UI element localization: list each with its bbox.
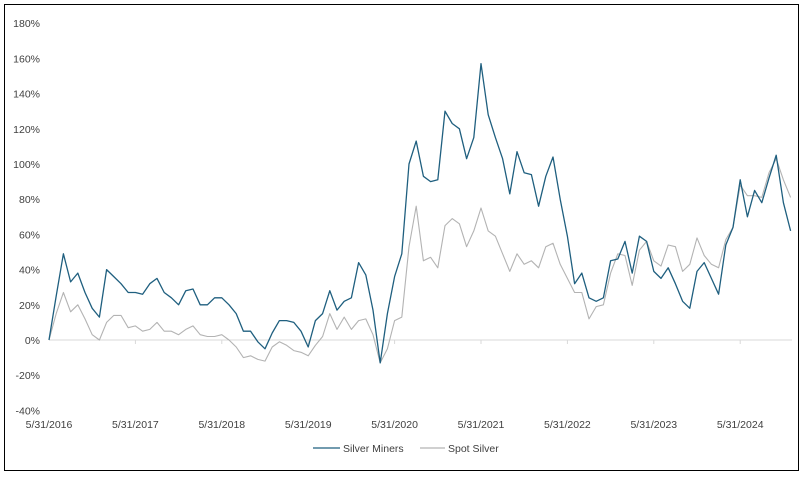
- x-axis-ticks: [134, 340, 741, 344]
- x-tick-label: 5/31/2020: [371, 419, 418, 431]
- y-tick-label: -40%: [15, 405, 40, 417]
- y-tick-label: 140%: [13, 89, 40, 101]
- y-tick-label: 180%: [13, 18, 40, 30]
- x-tick-label: 5/31/2016: [26, 419, 73, 431]
- legend-item-spot-silver: Spot Silver: [420, 443, 499, 455]
- chart-frame: [4, 4, 799, 471]
- x-tick-label: 5/31/2019: [285, 419, 332, 431]
- legend-item-silver-miners: Silver Miners: [313, 443, 404, 455]
- y-tick-label: 0%: [25, 335, 40, 347]
- series-lines: [48, 63, 792, 364]
- x-tick-label: 5/31/2024: [717, 419, 764, 431]
- x-tick-label: 5/31/2022: [544, 419, 591, 431]
- y-tick-label: 120%: [13, 124, 40, 136]
- y-tick-label: 80%: [19, 194, 40, 206]
- y-tick-label: 40%: [19, 265, 40, 277]
- legend: Silver Miners Spot Silver: [313, 443, 499, 455]
- y-tick-label: 20%: [19, 300, 40, 312]
- y-tick-label: 60%: [19, 229, 40, 241]
- x-tick-label: 5/31/2018: [198, 419, 245, 431]
- series-line-spot-silver: [48, 158, 792, 364]
- series-line-silver-miners: [48, 63, 792, 364]
- y-tick-label: -20%: [15, 370, 40, 382]
- y-tick-label: 100%: [13, 159, 40, 171]
- legend-label-silver-miners: Silver Miners: [343, 443, 404, 455]
- x-axis: 5/31/2016 5/31/2017 5/31/2018 5/31/2019 5/31…: [26, 419, 764, 431]
- legend-label-spot-silver: Spot Silver: [448, 443, 499, 455]
- y-tick-label: 160%: [13, 53, 40, 65]
- x-tick-label: 5/31/2017: [112, 419, 159, 431]
- y-axis: 180% 160% 140% 120% 100% 80% 60% 40% 20% 0% -20% -4…: [13, 18, 40, 417]
- x-tick-label: 5/31/2021: [458, 419, 505, 431]
- x-tick-label: 5/31/2023: [630, 419, 677, 431]
